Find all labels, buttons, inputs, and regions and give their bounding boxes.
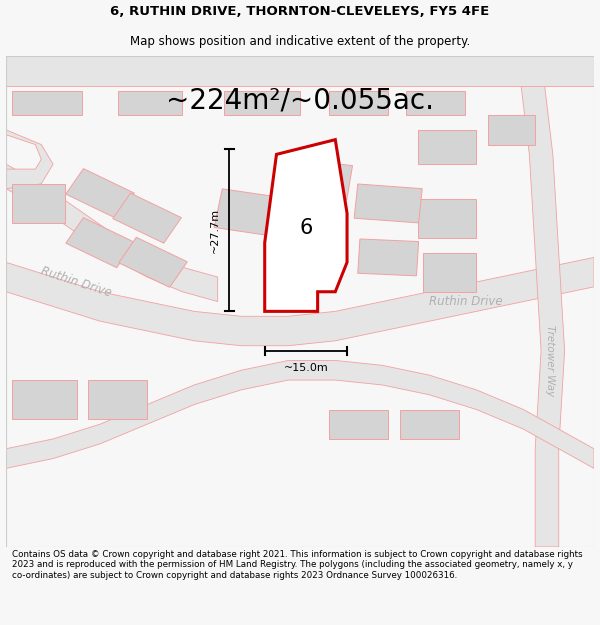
Text: Ruthin Drive: Ruthin Drive [40, 264, 113, 299]
Polygon shape [118, 91, 182, 115]
Text: ~224m²/~0.055ac.: ~224m²/~0.055ac. [166, 86, 434, 114]
Polygon shape [406, 91, 464, 115]
Text: ~27.7m: ~27.7m [210, 208, 220, 253]
Polygon shape [12, 380, 77, 419]
Text: Tretower Way: Tretower Way [545, 325, 555, 396]
Text: 6, RUTHIN DRIVE, THORNTON-CLEVELEYS, FY5 4FE: 6, RUTHIN DRIVE, THORNTON-CLEVELEYS, FY5… [110, 5, 490, 18]
Text: 6: 6 [299, 218, 313, 238]
Polygon shape [66, 217, 134, 268]
Polygon shape [418, 199, 476, 238]
Text: Ruthin Drive: Ruthin Drive [430, 295, 503, 308]
Polygon shape [12, 184, 65, 223]
Polygon shape [424, 253, 476, 292]
Polygon shape [329, 409, 388, 439]
Polygon shape [283, 158, 353, 199]
Polygon shape [354, 184, 422, 223]
Polygon shape [265, 139, 347, 311]
Polygon shape [113, 193, 181, 243]
Polygon shape [488, 115, 535, 144]
Polygon shape [6, 56, 594, 86]
Polygon shape [400, 409, 459, 439]
Polygon shape [224, 91, 300, 115]
Polygon shape [358, 239, 419, 276]
Polygon shape [6, 130, 53, 189]
Text: Contains OS data © Crown copyright and database right 2021. This information is : Contains OS data © Crown copyright and d… [12, 550, 583, 580]
Polygon shape [119, 238, 187, 288]
Polygon shape [329, 91, 388, 115]
Polygon shape [518, 56, 565, 547]
Polygon shape [66, 169, 134, 219]
Polygon shape [6, 164, 218, 301]
Polygon shape [88, 380, 147, 419]
Polygon shape [214, 189, 292, 238]
Polygon shape [12, 91, 82, 115]
Polygon shape [6, 258, 594, 346]
Polygon shape [6, 361, 594, 468]
Polygon shape [418, 130, 476, 164]
Text: Map shows position and indicative extent of the property.: Map shows position and indicative extent… [130, 35, 470, 48]
Text: ~15.0m: ~15.0m [284, 362, 328, 372]
